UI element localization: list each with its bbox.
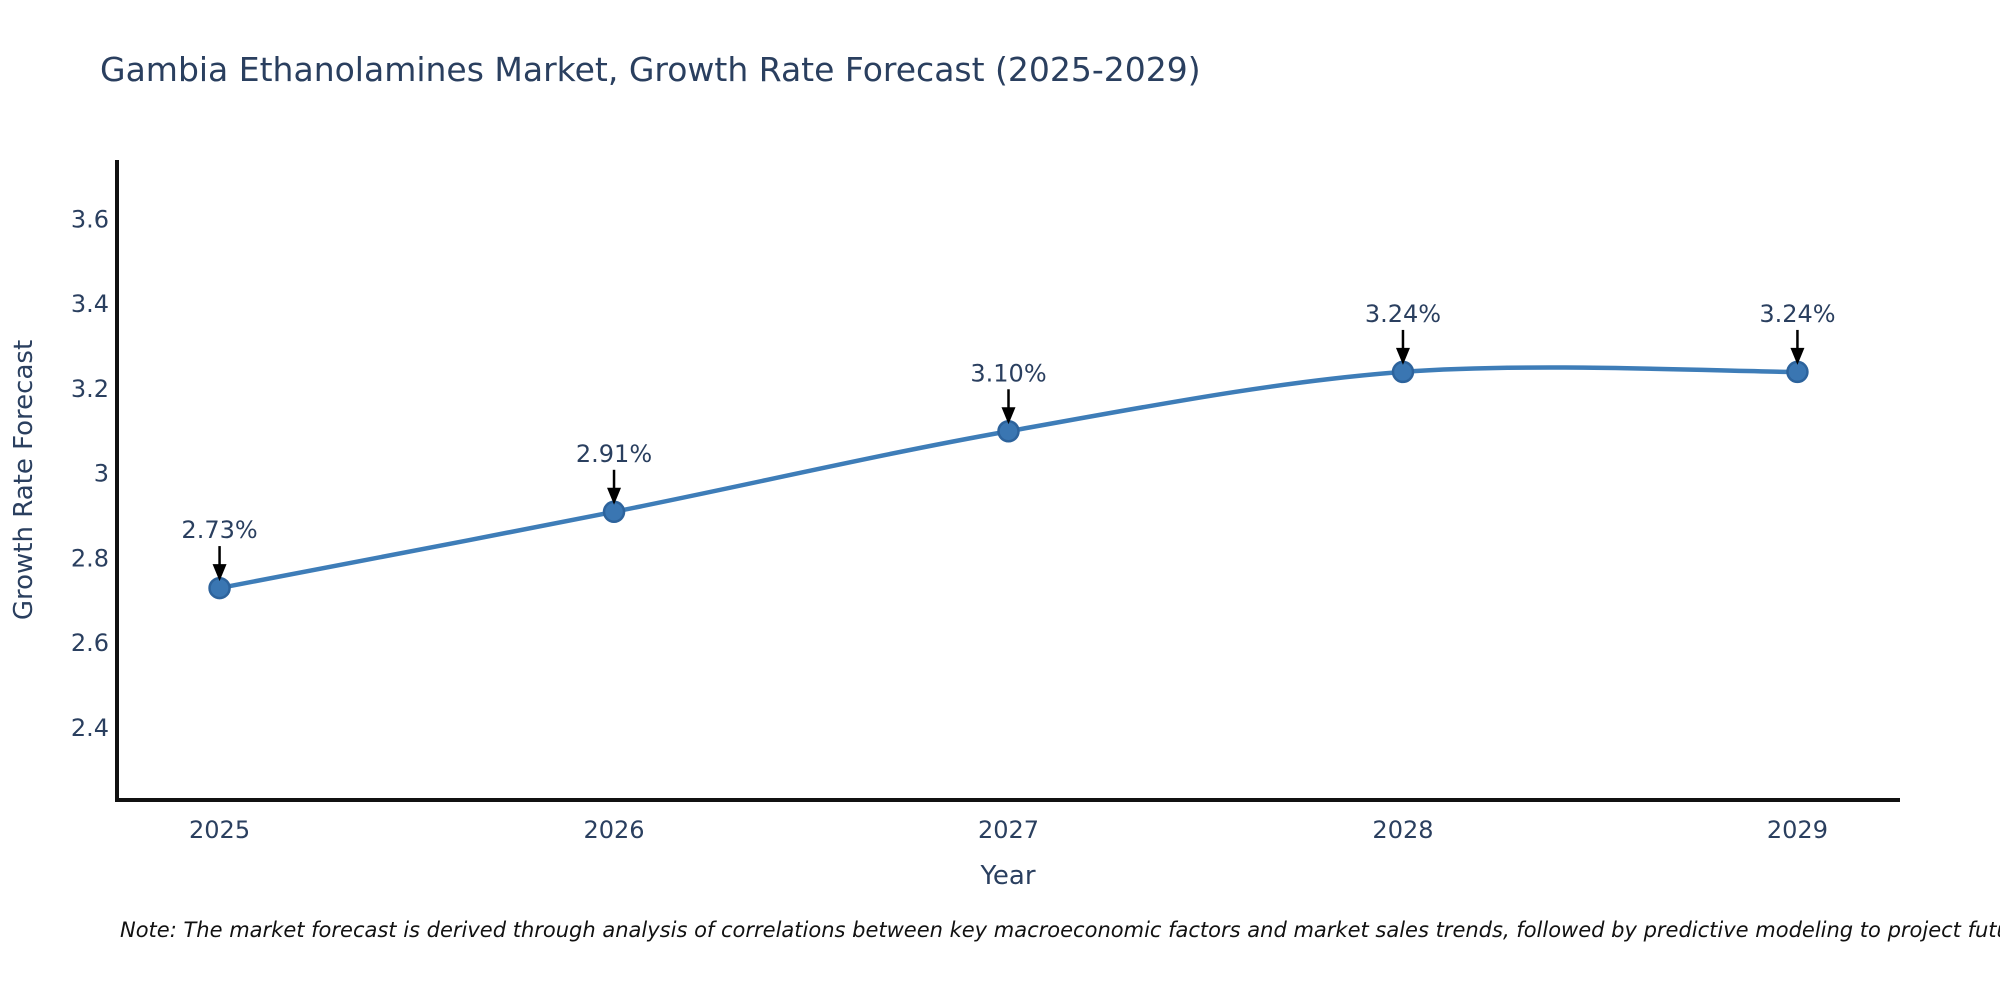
annotation-arrowhead-icon [1001,407,1016,425]
point-annotations: 2.73% 2.91% 3.10% 3.24% 3.24% [181,300,1836,582]
x-tick-label: 2026 [583,816,644,844]
point-annotation: 2.91% [576,440,652,505]
footnote: Note: The market forecast is derived thr… [120,918,2000,942]
y-tick-label: 2.8 [71,544,109,572]
annotation-arrowhead-icon [212,564,227,582]
x-tick-label: 2029 [1767,816,1828,844]
y-tick-label: 3.4 [71,290,109,318]
x-tick-label: 2025 [189,816,250,844]
y-tick-label: 3.6 [71,205,109,233]
y-tick-label: 3 [94,460,109,488]
point-annotation: 3.10% [970,359,1047,425]
point-annotation: 3.24% [1759,300,1836,365]
annotation-arrowhead-icon [1790,347,1805,365]
annotation-arrowhead-icon [1395,347,1410,365]
chart-title: Gambia Ethanolamines Market, Growth Rate… [100,50,1201,89]
y-tick-label: 3.2 [71,375,109,403]
point-value-label: 3.24% [1759,300,1835,328]
y-tick-labels: 2.4 2.6 2.8 3 3.2 3.4 3.6 [71,205,109,742]
x-tick-label: 2028 [1372,816,1433,844]
point-value-label: 3.10% [970,359,1046,387]
x-axis-title: Year [979,861,1035,891]
point-value-label: 2.73% [181,516,257,544]
point-annotation: 2.73% [181,516,258,582]
y-axis-title: Growth Rate Forecast [9,340,39,620]
x-tick-labels: 2025 2026 2027 2028 2029 [189,816,1828,844]
annotation-arrowhead-icon [607,487,622,505]
y-tick-label: 2.4 [71,714,109,742]
y-tick-label: 2.6 [71,629,109,657]
point-value-label: 3.24% [1365,300,1441,328]
point-annotation: 3.24% [1365,300,1441,365]
x-tick-label: 2027 [978,816,1039,844]
point-value-label: 2.91% [576,440,652,468]
